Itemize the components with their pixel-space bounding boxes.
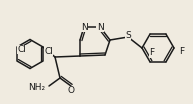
Text: Cl: Cl xyxy=(44,47,53,56)
Text: N: N xyxy=(81,22,87,32)
Text: Cl: Cl xyxy=(18,45,26,54)
Text: F: F xyxy=(149,48,155,57)
Text: F: F xyxy=(179,46,185,56)
Text: O: O xyxy=(68,86,74,95)
Text: S: S xyxy=(125,30,131,40)
Text: N: N xyxy=(97,22,103,32)
Text: NH₂: NH₂ xyxy=(28,84,45,92)
